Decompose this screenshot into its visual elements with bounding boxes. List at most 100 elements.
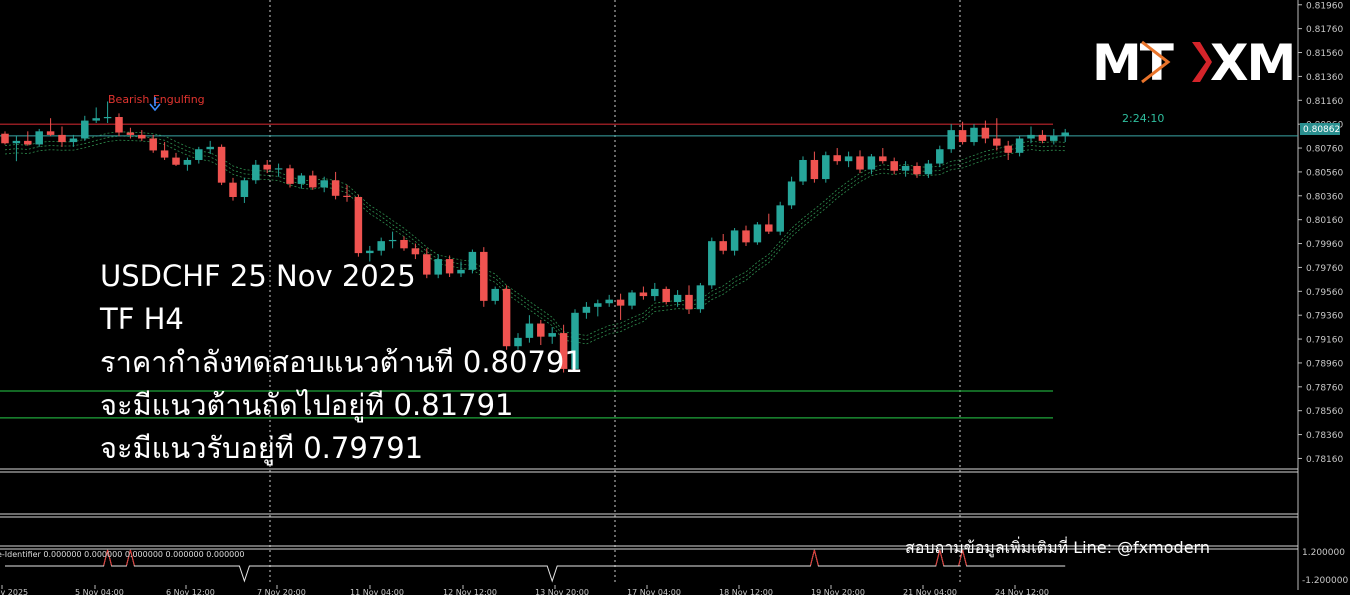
candle [172, 152, 180, 166]
candle-body [833, 155, 841, 162]
candle-body [195, 149, 203, 160]
candle-body [229, 182, 237, 197]
indicator-label: e-Identifier 0.000000 0.000000 0.000000 … [0, 550, 244, 559]
candle [685, 285, 693, 314]
candle-body [206, 146, 214, 150]
candle [901, 161, 910, 177]
analysis-next-resistance: จะมีแนวต้านถัดไปอยู่ที 0.81791 [100, 388, 514, 422]
candle-body [856, 156, 864, 170]
candle [35, 128, 43, 147]
analysis-title: USDCHF 25 Nov 2025 [100, 259, 416, 293]
candle [491, 286, 499, 305]
candle [388, 231, 397, 249]
candle [958, 121, 967, 145]
candle-body [297, 175, 306, 184]
candle-body [400, 239, 408, 249]
candle [1038, 130, 1047, 144]
candle-body [594, 303, 602, 307]
candle-body [502, 288, 511, 347]
candle [514, 333, 522, 350]
price-tick-label: 0.78360 [1306, 431, 1343, 441]
candle [810, 151, 819, 183]
candle [605, 294, 613, 307]
candle-body [138, 134, 146, 139]
candle [343, 185, 351, 202]
candle [24, 131, 32, 146]
candle-body [172, 157, 180, 165]
candle [776, 201, 784, 236]
candle-body [799, 159, 807, 182]
candle-body [936, 149, 944, 164]
candle-body [445, 259, 454, 274]
candle-body [286, 168, 294, 184]
mt-logo: MT [1092, 34, 1174, 92]
candle [92, 107, 100, 123]
time-tick-label: 13 Nov 20:00 [535, 588, 589, 595]
candle [1, 131, 9, 145]
price-tick-label: 0.79160 [1306, 336, 1343, 346]
candle-body [423, 254, 431, 275]
candle [445, 255, 454, 277]
candle-body [320, 180, 328, 188]
candle-body [388, 239, 397, 242]
candle [138, 130, 146, 141]
candle-body [730, 230, 739, 251]
candle-body [240, 180, 249, 197]
candle [844, 151, 853, 168]
time-tick-label: 12 Nov 12:00 [443, 588, 497, 595]
candle-body [457, 269, 465, 274]
candle-body [115, 117, 123, 133]
candle-body [879, 156, 887, 162]
price-tick-label: 0.78960 [1306, 359, 1343, 369]
price-axis: 0.819600.817600.815600.813600.811600.809… [1298, 1, 1343, 465]
xm-logo-text: XM [1210, 34, 1296, 92]
candle-body [183, 159, 192, 165]
candle [548, 327, 556, 344]
candle [947, 124, 955, 153]
time-tick-label: 6 Nov 12:00 [166, 588, 215, 595]
candle [69, 134, 78, 147]
candle [12, 136, 21, 162]
price-tick-label: 0.79560 [1306, 288, 1343, 298]
price-levels [0, 123, 1298, 419]
candle-body [377, 241, 385, 251]
candle-body [263, 164, 271, 170]
candle [274, 163, 283, 177]
candle [1050, 128, 1058, 145]
candle-body [765, 224, 773, 232]
candle [252, 159, 260, 184]
candle [195, 146, 203, 164]
candle-body [1038, 134, 1047, 141]
candle [1061, 128, 1069, 143]
candle-body [331, 180, 340, 196]
time-tick-label: 5 Nov 04:00 [75, 588, 124, 595]
candle [183, 157, 192, 171]
candle-body [46, 131, 55, 135]
candle-body [1, 133, 9, 144]
price-tick-label: 0.80560 [1306, 168, 1343, 178]
candle-body [1004, 145, 1012, 153]
candle [742, 225, 750, 246]
candle-body [719, 241, 727, 251]
candle-body [252, 164, 260, 181]
candle-body [1015, 138, 1024, 153]
candle-body [58, 134, 66, 143]
candle [913, 162, 921, 178]
time-axis: 4 Nov 2025 5 Nov 04:00 6 Nov 12:00 7 Nov 20… [0, 585, 1049, 595]
candle [58, 126, 66, 147]
candle [616, 293, 625, 320]
candle-body [1050, 136, 1058, 141]
price-tick-label: 0.80160 [1306, 216, 1343, 226]
candle-body [480, 251, 488, 301]
candle-body [24, 140, 32, 145]
candle [673, 290, 682, 307]
candle-body [673, 294, 682, 303]
candle-body [628, 292, 636, 306]
indicator-level-bottom: -1.200000 [1302, 576, 1348, 586]
candle [457, 261, 465, 277]
mt-logo-text: MT [1092, 34, 1174, 92]
candle [924, 159, 933, 178]
candle-body [354, 196, 363, 254]
price-tick-label: 0.78560 [1306, 407, 1343, 417]
